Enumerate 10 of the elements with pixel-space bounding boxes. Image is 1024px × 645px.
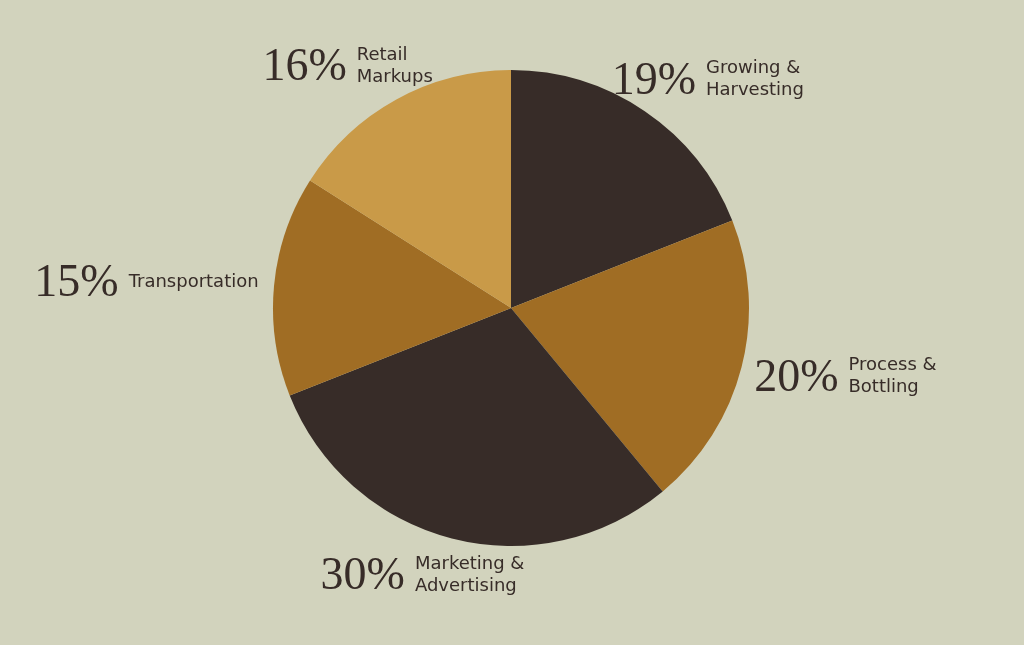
slice-label: Growing & Harvesting — [705, 56, 804, 100]
data-label: 15% — [34, 255, 119, 307]
data-label: 30% — [320, 548, 405, 600]
data-label: 19% — [611, 52, 696, 104]
data-label: 20% — [754, 349, 839, 401]
slice-label: Marketing & Advertising — [414, 552, 525, 595]
slice-label: Transportation — [127, 269, 259, 291]
slice-label: Process & Bottling — [848, 353, 937, 397]
slice-label: Retail Markups — [356, 42, 433, 86]
data-label: 16% — [262, 39, 347, 91]
